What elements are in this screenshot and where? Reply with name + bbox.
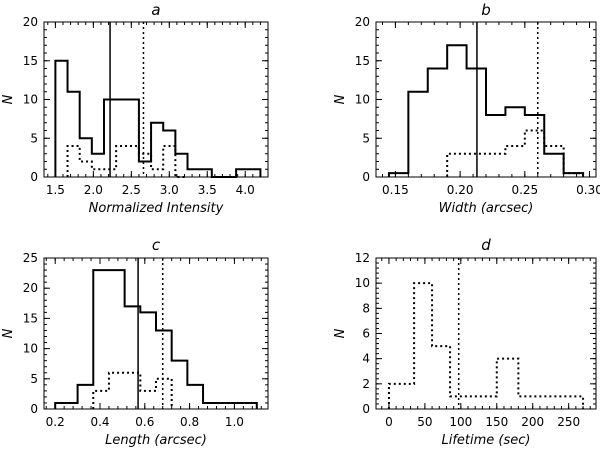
histogram-dotted <box>387 282 585 409</box>
y-axis-label: N <box>333 94 348 104</box>
x-tick-label: 2.5 <box>122 183 141 197</box>
panel-title: c <box>152 236 161 254</box>
x-tick-label: 50 <box>417 415 432 429</box>
x-tick-label: 0.6 <box>135 415 154 429</box>
y-tick-label: 25 <box>23 251 38 265</box>
plot-frame <box>43 21 269 178</box>
x-axis-label: Length (arcsec) <box>105 433 207 448</box>
x-tick-label: 1.5 <box>46 183 65 197</box>
x-tick-label: 0.25 <box>511 183 538 197</box>
histogram-dotted <box>92 371 173 409</box>
y-tick-label: 2 <box>362 377 370 391</box>
y-axis-label: N <box>1 94 16 104</box>
x-tick-label: 200 <box>521 415 544 429</box>
panel-title: a <box>151 1 160 19</box>
y-tick-label: 12 <box>355 251 370 265</box>
y-tick-label: 10 <box>355 93 370 107</box>
panel-d: d 0 50 100 150 200 250 0 2 4 6 8 10 12 Lifetime (sec) N <box>333 236 597 448</box>
x-tick-label: 0.4 <box>90 415 109 429</box>
panel-c: c 0.2 0.4 0.6 0.8 1.0 0 5 10 15 20 25 Length (arcsec… <box>1 236 269 448</box>
y-tick-label: 15 <box>23 54 38 68</box>
x-tick-label: 100 <box>449 415 472 429</box>
y-tick-label: 5 <box>362 131 370 145</box>
x-axis-label: Width (arcsec) <box>439 201 534 216</box>
y-tick-label: 0 <box>362 170 370 184</box>
x-tick-label: 150 <box>485 415 508 429</box>
plot-frame <box>43 257 269 410</box>
panel-b: b 0.15 0.20 0.25 0.30 0 5 10 15 20 Width (arcsec) N <box>333 1 600 216</box>
y-tick-label: 0 <box>30 402 38 416</box>
x-tick-label: 1.0 <box>225 415 244 429</box>
y-tick-label: 15 <box>23 311 38 325</box>
x-tick-label: 4.0 <box>236 183 255 197</box>
y-tick-label: 8 <box>362 301 370 315</box>
y-tick-label: 15 <box>355 54 370 68</box>
y-tick-label: 10 <box>23 342 38 356</box>
y-axis-label: N <box>1 328 16 338</box>
histogram-solid <box>54 269 258 409</box>
y-axis-label: N <box>333 328 348 338</box>
y-tick-label: 10 <box>355 276 370 290</box>
x-tick-label: 0.8 <box>180 415 199 429</box>
y-tick-label: 5 <box>30 131 38 145</box>
y-tick-label: 6 <box>362 327 370 341</box>
x-tick-label: 250 <box>557 415 580 429</box>
x-tick-label: 0.30 <box>576 183 600 197</box>
x-tick-label: 0.15 <box>382 183 409 197</box>
histogram-dotted <box>446 129 585 177</box>
y-tick-label: 20 <box>23 15 38 29</box>
x-tick-label: 0 <box>385 415 393 429</box>
x-tick-label: 0.2 <box>46 415 65 429</box>
x-tick-label: 2.0 <box>84 183 103 197</box>
histogram-solid <box>387 44 585 177</box>
y-tick-label: 20 <box>355 15 370 29</box>
x-tick-label: 3.0 <box>160 183 179 197</box>
panel-title: d <box>481 236 491 254</box>
x-tick-label: 3.5 <box>198 183 217 197</box>
panel-title: b <box>481 1 491 19</box>
panel-a: a 1.5 2.0 2.5 3.0 3.5 4.0 0 5 10 15 20 Normalized In… <box>1 1 269 216</box>
y-tick-label: 4 <box>362 352 370 366</box>
x-axis-label: Normalized Intensity <box>89 201 224 216</box>
y-tick-label: 0 <box>362 402 370 416</box>
x-tick-label: 0.20 <box>447 183 474 197</box>
y-tick-label: 5 <box>30 372 38 386</box>
y-tick-label: 0 <box>30 170 38 184</box>
y-tick-label: 10 <box>23 93 38 107</box>
x-axis-label: Lifetime (sec) <box>442 433 531 448</box>
histogram-solid <box>54 59 262 178</box>
y-tick-label: 20 <box>23 281 38 295</box>
plot-frame <box>375 257 597 410</box>
